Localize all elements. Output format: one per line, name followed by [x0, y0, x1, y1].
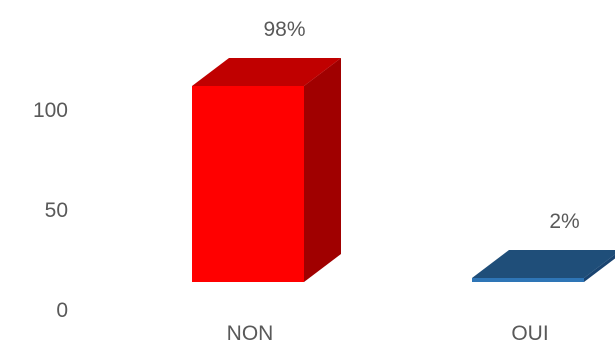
bar-front-face	[472, 278, 584, 282]
bar-non	[192, 58, 341, 282]
category-label: NON	[227, 322, 274, 345]
y-tick-label: 0	[56, 299, 68, 322]
bar-top-face	[472, 250, 615, 278]
bar-oui	[472, 250, 615, 282]
bar-top-face	[192, 58, 341, 86]
bar-side-face	[584, 254, 615, 282]
y-tick-label: 50	[45, 199, 68, 222]
y-tick-label: 100	[33, 99, 68, 122]
category-label: OUI	[511, 322, 548, 345]
bar-side-face	[304, 58, 341, 282]
bar-front-face	[192, 86, 304, 282]
data-label: 2%	[549, 210, 579, 233]
data-label: 98%	[263, 18, 305, 41]
